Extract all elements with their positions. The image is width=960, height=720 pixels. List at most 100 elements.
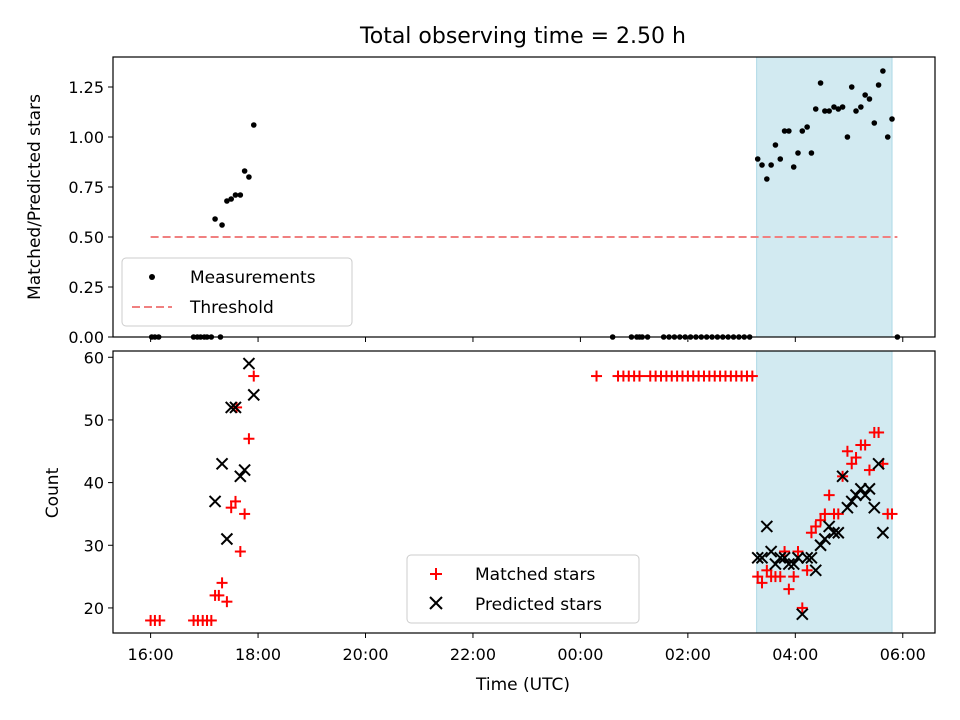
top-y-ticks: 0.00 0.25 0.50 0.75 1.00 1.25: [68, 78, 113, 347]
matched-point: [792, 546, 804, 558]
matched-point: [216, 577, 228, 589]
measurement-point: [772, 142, 779, 148]
predicted-point: [782, 557, 796, 571]
matched-point: [221, 596, 233, 608]
measurement-point: [858, 104, 864, 110]
x-tick-label: 22:00: [450, 645, 496, 664]
predicted-point: [229, 401, 242, 414]
bottom-y-tick-label: 20: [84, 599, 104, 618]
measurement-point: [853, 108, 859, 114]
predicted-point: [791, 551, 805, 565]
legend-threshold-label: Threshold: [189, 298, 274, 318]
x-tick-label: 00:00: [557, 645, 603, 664]
predicted-point: [805, 551, 818, 565]
predicted-point: [787, 557, 800, 571]
predicted-point: [814, 539, 827, 552]
bottom-y-tick-label: 40: [84, 474, 104, 493]
matched-point: [239, 508, 251, 520]
x-tick-label: 20:00: [342, 645, 388, 664]
legend-matched-label: Matched stars: [475, 565, 595, 585]
measurement-point: [768, 162, 774, 168]
top-y-tick-label: 0.75: [68, 178, 104, 197]
predicted-point: [774, 551, 787, 565]
bottom-legend-box: [406, 554, 640, 624]
measurement-point: [871, 120, 878, 126]
measurement-point: [224, 198, 230, 204]
matched-point: [154, 614, 166, 626]
measurement-point: [804, 124, 810, 130]
top-y-tick-label: 0.25: [68, 278, 104, 297]
predicted-point: [872, 457, 885, 471]
bottom-y-tick-label: 60: [84, 348, 104, 367]
matched-point: [746, 370, 758, 382]
matched-point: [248, 370, 260, 382]
legend-measurement-label: Measurements: [190, 268, 316, 288]
predicted-point: [841, 501, 854, 514]
predicted-point: [247, 388, 260, 402]
matched-point: [205, 614, 217, 626]
top-y-tick-label: 1.00: [68, 128, 104, 147]
predicted-point: [208, 495, 222, 508]
predicted-point: [234, 470, 247, 483]
matched-point: [863, 464, 875, 476]
predicted-point: [845, 495, 858, 508]
predicted-point: [876, 526, 890, 539]
bottom-y-axis-label: Count: [43, 467, 63, 518]
measurement-point: [781, 128, 788, 134]
measurement-point: [232, 192, 239, 198]
matched-point: [815, 514, 827, 526]
measurement-point: [839, 104, 846, 110]
measurement-point: [790, 164, 797, 170]
predicted-point: [832, 526, 845, 539]
predicted-point: [224, 401, 238, 414]
bottom-y-tick-label: 30: [84, 536, 104, 555]
top-plot-frame: [112, 56, 936, 338]
predicted-point: [809, 564, 822, 577]
legend-predicted-label: Predicted stars: [475, 595, 602, 615]
matched-point: [752, 571, 764, 583]
matched-point: [832, 508, 844, 520]
measurement-point: [880, 68, 886, 74]
top-y-tick-label: 1.25: [68, 78, 104, 97]
measurement-point: [822, 108, 828, 114]
matched-point: [213, 589, 225, 601]
matched-point: [788, 571, 800, 583]
x-tick-label: 16:00: [128, 645, 174, 664]
top-x-ticks: [150, 337, 904, 342]
matched-point: [243, 433, 255, 445]
measurement-point: [884, 134, 891, 140]
measurement-point: [759, 162, 765, 168]
measurement-point: [795, 150, 801, 156]
measurement-point: [764, 176, 770, 182]
predicted-point: [778, 551, 791, 565]
measurement-point: [246, 174, 252, 180]
predicted-point: [827, 526, 841, 539]
predicted-point: [863, 482, 876, 496]
predicted-points: [208, 357, 890, 621]
bottom-legend: Matched stars Predicted stars: [406, 554, 640, 624]
top-highlight-span: [756, 56, 893, 338]
matched-point: [225, 502, 237, 514]
predicted-point: [800, 551, 814, 565]
measurement-point: [777, 156, 784, 162]
matched-point: [859, 439, 871, 451]
predicted-point: [769, 557, 782, 571]
x-tick-label: 06:00: [880, 645, 926, 664]
matched-points: [145, 370, 898, 626]
matched-point: [850, 452, 862, 464]
x-tick-label: 02:00: [665, 645, 711, 664]
measurement-point: [835, 106, 842, 112]
predicted-point: [849, 488, 863, 502]
measurement-point: [866, 96, 873, 102]
predicted-point: [238, 463, 251, 477]
bottom-panel: 20 30 40 50 60 16:00 18:00 20:00 22:00 00:00 02:0…: [43, 348, 936, 695]
matched-point: [846, 458, 858, 470]
bottom-y-ticks: 20 30 40 50 60: [84, 348, 113, 618]
measurement-point: [754, 156, 761, 162]
measurement-point: [844, 134, 851, 140]
measurement-point: [219, 222, 225, 228]
measurement-point: [889, 116, 895, 122]
matched-point: [873, 426, 885, 438]
measurement-point: [875, 82, 882, 88]
matched-point: [783, 583, 795, 595]
